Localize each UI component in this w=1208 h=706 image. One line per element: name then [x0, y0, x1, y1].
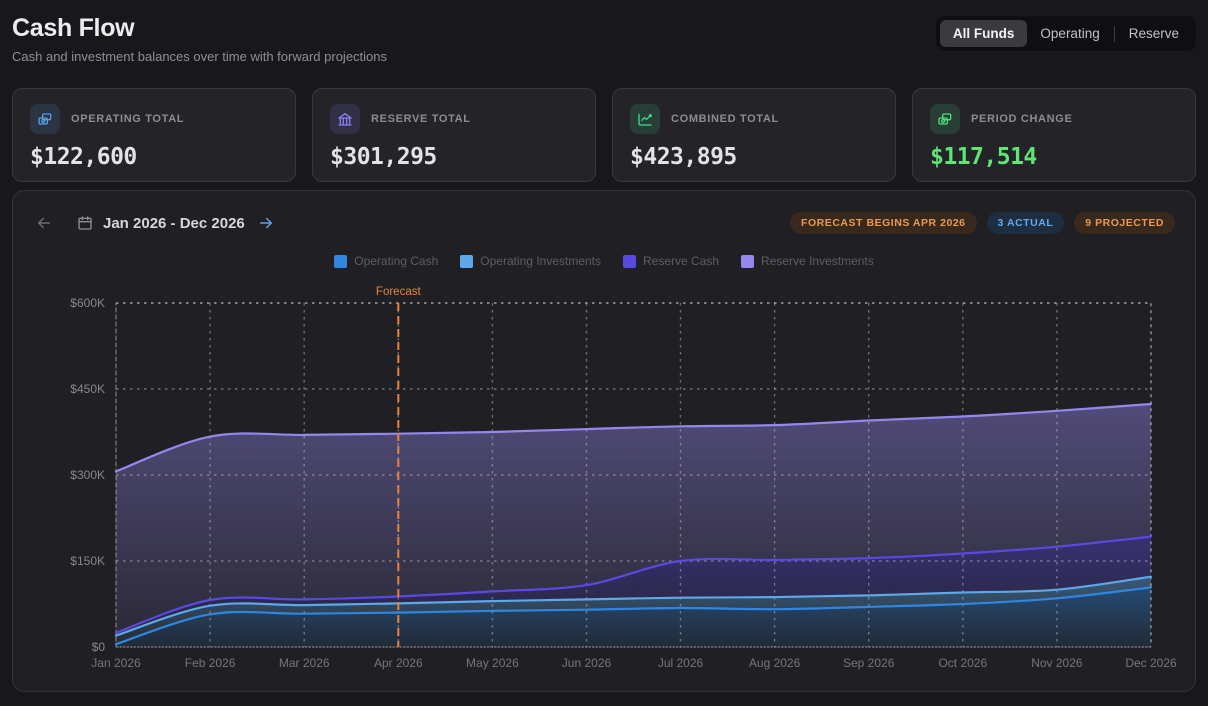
stat-card: COMBINED TOTAL $423,895	[612, 88, 896, 182]
calendar-icon	[77, 215, 93, 231]
stat-card: RESERVE TOTAL $301,295	[312, 88, 596, 182]
line-operating-cash	[114, 586, 1153, 646]
legend-swatch	[741, 254, 755, 268]
forecast-label: Forecast	[376, 286, 422, 298]
stat-value: $423,895	[630, 144, 737, 170]
y-axis-tick: $450K	[70, 382, 105, 396]
legend-item-operating-cash[interactable]: Operating Cash	[334, 254, 438, 268]
legend-label: Operating Cash	[354, 254, 439, 268]
line-reserve-investments	[114, 402, 1153, 473]
tab-all-funds[interactable]: All Funds	[939, 20, 1028, 47]
legend-item-operating-investments[interactable]: Operating Investments	[460, 254, 601, 268]
chart-panel: Jan 2026 - Dec 2026 FORECAST BEGINS APR …	[12, 190, 1196, 692]
forecast-divider: Forecast	[376, 286, 422, 647]
legend-label: Reserve Cash	[643, 254, 720, 268]
stat-card: PERIOD CHANGE $117,514	[912, 88, 1196, 182]
stat-label: RESERVE TOTAL	[371, 113, 471, 125]
x-axis-tick: Mar 2026	[279, 656, 330, 670]
3-actual-badge: 3 ACTUAL	[986, 212, 1065, 234]
series-lines	[114, 402, 1153, 646]
chart-legend: Operating Cash Operating Investments Reser…	[33, 253, 1175, 269]
y-axis-tick: $600K	[70, 296, 105, 310]
chart-badges: FORECAST BEGINS APR 2026 3 ACTUAL 9 PROJEC…	[790, 212, 1175, 234]
stat-label: OPERATING TOTAL	[71, 113, 185, 125]
legend-swatch	[334, 254, 348, 268]
next-period-button[interactable]	[255, 212, 277, 234]
y-axis-tick: $0	[92, 640, 106, 654]
period-range-nav: Jan 2026 - Dec 2026	[33, 212, 277, 234]
legend-label: Reserve Investments	[761, 254, 874, 268]
stat-value: $122,600	[30, 144, 137, 170]
legend-item-reserve-cash[interactable]: Reserve Cash	[623, 254, 719, 268]
page-header: Cash Flow Cash and investment balances o…	[0, 0, 1208, 64]
stat-label: COMBINED TOTAL	[671, 113, 779, 125]
x-axis-tick: Oct 2026	[938, 656, 987, 670]
tab-operating[interactable]: Operating	[1027, 20, 1112, 47]
stats-row: OPERATING TOTAL $122,600 RESERVE TOTAL $…	[0, 88, 1208, 182]
chart-header: Jan 2026 - Dec 2026 FORECAST BEGINS APR …	[33, 207, 1175, 239]
forecast-begins-apr-2026-badge: FORECAST BEGINS APR 2026	[790, 212, 977, 234]
cash-flow-chart[interactable]: $0 $150K $300K $450K $600K Jan 2026 Feb 2026 Ma…	[33, 273, 1177, 681]
date-range-label: Jan 2026 - Dec 2026	[103, 214, 245, 232]
x-axis-tick: Sep 2026	[843, 656, 895, 670]
x-axis-tick: Apr 2026	[374, 656, 423, 670]
legend-swatch	[623, 254, 637, 268]
x-axis-tick: May 2026	[466, 656, 519, 670]
x-axis-tick: Aug 2026	[749, 656, 801, 670]
legend-item-reserve-investments[interactable]: Reserve Investments	[741, 254, 874, 268]
x-axis-tick: Nov 2026	[1031, 656, 1083, 670]
stat-label: PERIOD CHANGE	[971, 113, 1073, 125]
bank-icon	[330, 104, 360, 134]
stat-value: $301,295	[330, 144, 437, 170]
page-title: Cash Flow	[12, 14, 135, 42]
x-axis-tick: Dec 2026	[1125, 656, 1177, 670]
chart-area: $0 $150K $300K $450K $600K Jan 2026 Feb 2026 Ma…	[33, 273, 1177, 686]
title-block: Cash Flow Cash and investment balances o…	[12, 14, 387, 64]
series-areas	[116, 404, 1151, 647]
arrow-left-icon	[38, 217, 50, 229]
x-axis-tick: Jun 2026	[562, 656, 612, 670]
9-projected-badge: 9 PROJECTED	[1074, 212, 1175, 234]
x-axis-tick: Feb 2026	[185, 656, 236, 670]
page-subtitle: Cash and investment balances over time w…	[12, 49, 388, 64]
area-reserve-cash	[116, 536, 1151, 636]
stat-card: OPERATING TOTAL $122,600	[12, 88, 296, 182]
area-reserve-investments	[116, 404, 1151, 633]
legend-label: Operating Investments	[480, 254, 602, 268]
banknotes-icon	[930, 104, 960, 134]
y-axis-tick: $300K	[70, 468, 105, 482]
x-axis-tick: Jul 2026	[658, 656, 704, 670]
line-reserve-cash	[114, 535, 1153, 634]
banknotes-icon	[30, 104, 60, 134]
tab-reserve[interactable]: Reserve	[1116, 20, 1192, 47]
legend-swatch	[460, 254, 474, 268]
prev-period-button[interactable]	[33, 212, 55, 234]
x-axis-tick: Jan 2026	[91, 656, 141, 670]
chart-line-icon	[630, 104, 660, 134]
fund-filter-tabs: All Funds Operating Reserve	[935, 16, 1196, 51]
tab-divider	[1113, 25, 1115, 42]
area-operating-investments	[116, 576, 1151, 645]
y-axis-tick: $150K	[70, 554, 105, 568]
line-operating-investments	[114, 575, 1153, 637]
arrow-right-icon	[259, 217, 272, 229]
stat-value: $117,514	[930, 144, 1037, 170]
area-operating-cash	[116, 587, 1151, 647]
